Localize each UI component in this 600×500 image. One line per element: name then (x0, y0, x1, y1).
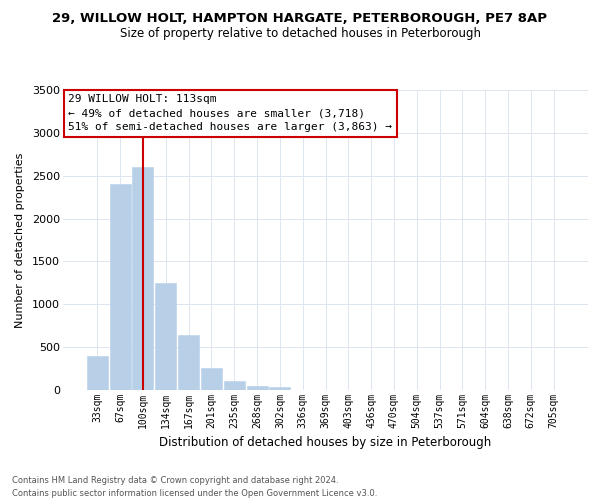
Bar (247, 386, 268, 390)
Text: Contains HM Land Registry data © Crown copyright and database right 2024.
Contai: Contains HM Land Registry data © Crown c… (12, 476, 377, 498)
Text: Size of property relative to detached houses in Peterborough: Size of property relative to detached ho… (119, 28, 481, 40)
Bar (155, 283, 176, 390)
Bar (201, 368, 222, 390)
X-axis label: Distribution of detached houses by size in Peterborough: Distribution of detached houses by size … (160, 436, 491, 450)
Bar (269, 388, 290, 390)
Text: 29, WILLOW HOLT, HAMPTON HARGATE, PETERBOROUGH, PE7 8AP: 29, WILLOW HOLT, HAMPTON HARGATE, PETERB… (53, 12, 548, 26)
Text: 29 WILLOW HOLT: 113sqm
← 49% of detached houses are smaller (3,718)
51% of semi-: 29 WILLOW HOLT: 113sqm ← 49% of detached… (68, 94, 392, 132)
Bar (110, 184, 131, 390)
Y-axis label: Number of detached properties: Number of detached properties (15, 152, 25, 328)
Bar (224, 382, 245, 390)
Bar (87, 356, 108, 390)
Bar (178, 335, 199, 390)
Bar (133, 167, 154, 390)
